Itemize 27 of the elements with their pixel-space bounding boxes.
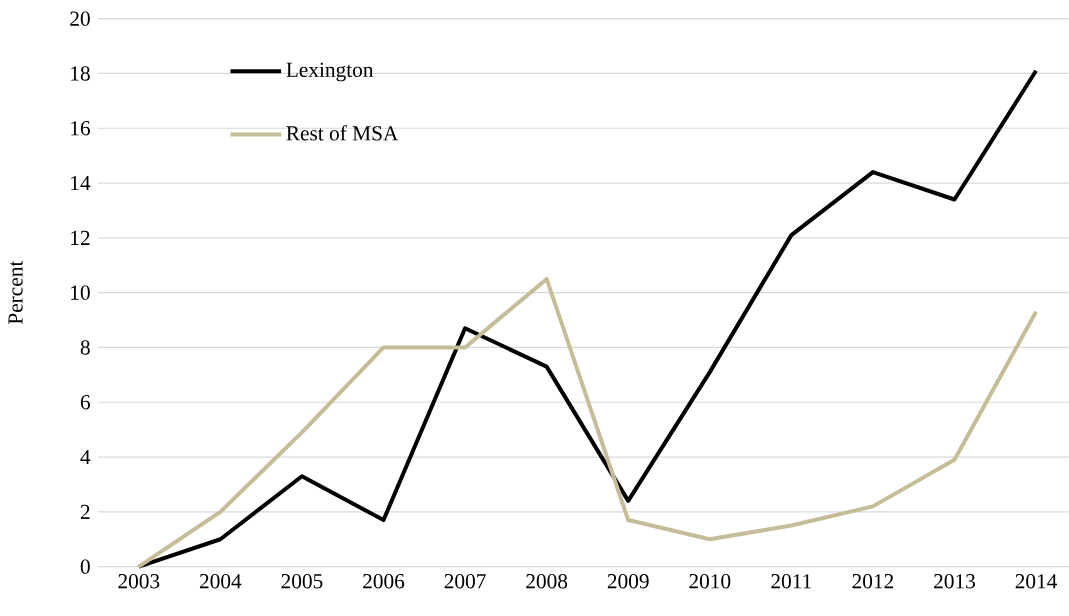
y-tick-label: 20 [70,11,90,26]
y-tick-label: 16 [71,121,90,136]
legend-label: Rest of MSA [286,125,399,141]
y-tick-label: 10 [71,285,90,300]
x-tick-label: 2003 [118,574,160,589]
x-tick-label: 2009 [607,574,649,589]
y-tick-label: 2 [80,504,90,519]
x-tick-label: 2006 [363,574,405,589]
x-tick-label: 2012 [852,574,894,589]
y-tick-label: 12 [71,230,90,245]
x-tick-label: 2004 [199,574,242,589]
legend-label: Lexington [286,62,374,82]
x-tick-label: 2013 [934,574,975,589]
y-tick-label: 14 [71,176,91,191]
line-series [136,276,1039,569]
y-tick-label: 18 [71,66,90,81]
x-tick-label: 2008 [526,574,568,589]
y-tick-label: 6 [80,395,91,410]
y-tick-label: 4 [80,450,91,465]
x-tick-label: 2014 [1015,574,1058,589]
x-tick-label: 2005 [281,574,323,589]
x-tick-label: 2010 [689,574,731,589]
y-tick-label: 8 [80,340,90,355]
y-axis-title: Percent [8,260,23,325]
x-tick-label: 2007 [444,574,486,589]
x-tick-label: 2011 [771,574,811,589]
y-tick-label: 0 [80,559,90,574]
